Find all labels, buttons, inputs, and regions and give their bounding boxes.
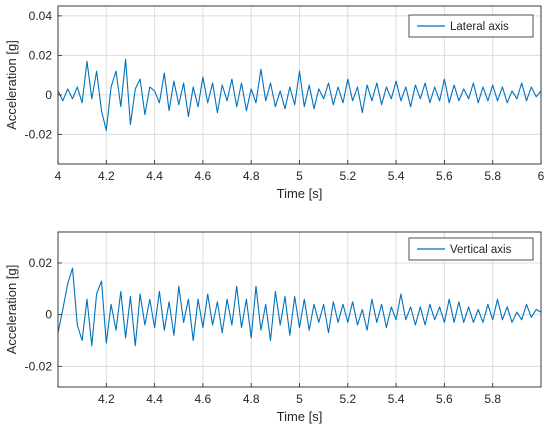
y-tick-label: 0 <box>45 88 52 102</box>
x-tick-label: 4.2 <box>98 392 115 406</box>
legend-label-vertical: Vertical axis <box>450 244 512 256</box>
y-axis-ticks: -0.02 0 0.02 <box>25 256 62 373</box>
x-tick-label: 4.8 <box>243 392 260 406</box>
series-line-vertical <box>57 267 542 347</box>
lateral-chart: 4 4.2 4.4 4.6 4.8 5 5.2 5.4 5.6 5.8 6 -0.02 0 0.02 0.… <box>4 5 545 201</box>
x-tick-label: 5.6 <box>436 392 453 406</box>
x-tick-label: 4.4 <box>146 392 163 406</box>
x-axis-label: Time [s] <box>277 186 323 201</box>
y-tick-label: 0.02 <box>29 48 53 62</box>
y-tick-label: 0 <box>45 308 52 322</box>
x-axis-ticks: 4.2 4.4 4.6 4.8 5 5.2 5.4 5.6 5.8 <box>98 383 501 406</box>
legend: Vertical axis <box>408 237 534 261</box>
x-tick-label: 4.6 <box>195 169 212 183</box>
legend-box <box>408 14 534 38</box>
x-tick-label: 5 <box>296 169 303 183</box>
series-line-lateral <box>57 58 542 131</box>
x-tick-label: 5 <box>296 392 303 406</box>
x-tick-label: 5.4 <box>388 169 405 183</box>
x-tick-label: 5.2 <box>339 392 356 406</box>
x-tick-label: 6 <box>538 169 545 183</box>
x-axis-label: Time [s] <box>277 409 323 424</box>
legend: Lateral axis <box>408 14 534 38</box>
x-tick-label: 4 <box>55 169 62 183</box>
x-tick-label: 4.8 <box>243 169 260 183</box>
legend-box <box>408 237 534 261</box>
x-tick-label: 4.4 <box>146 169 163 183</box>
y-axis-label: Acceleration [g] <box>4 40 19 130</box>
vertical-chart: 4.2 4.4 4.6 4.8 5 5.2 5.4 5.6 5.8 -0.02 0 0.02 Tim… <box>4 231 542 424</box>
x-tick-label: 4.6 <box>195 392 212 406</box>
y-axis-label: Acceleration [g] <box>4 265 19 355</box>
x-tick-label: 4.2 <box>98 169 115 183</box>
x-axis-ticks: 4 4.2 4.4 4.6 4.8 5 5.2 5.4 5.6 5.8 6 <box>55 160 545 183</box>
y-tick-label: -0.02 <box>25 127 53 141</box>
x-tick-label: 5.6 <box>436 169 453 183</box>
x-tick-label: 5.4 <box>388 392 405 406</box>
y-tick-label: 0.04 <box>29 9 53 23</box>
y-axis-ticks: -0.02 0 0.02 0.04 <box>25 9 62 141</box>
x-tick-label: 5.8 <box>484 392 501 406</box>
x-tick-label: 5.8 <box>484 169 501 183</box>
legend-label-lateral: Lateral axis <box>450 21 509 33</box>
x-tick-label: 5.2 <box>339 169 356 183</box>
y-tick-label: 0.02 <box>29 256 53 270</box>
y-tick-label: -0.02 <box>25 359 53 373</box>
